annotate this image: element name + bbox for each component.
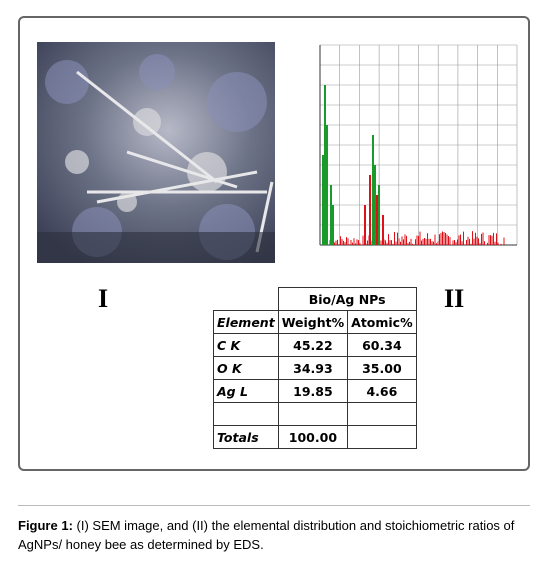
value-cell: 35.00: [347, 356, 417, 380]
caption: Figure 1: (I) SEM image, and (II) the el…: [18, 516, 533, 554]
caption-label: Figure 1:: [18, 518, 73, 533]
value-cell: 34.93: [277, 356, 349, 380]
element-cell: C K: [213, 333, 279, 357]
element-cell: O K: [213, 356, 279, 380]
panel-label: I: [98, 284, 109, 313]
totals-value: 100.00: [277, 425, 349, 449]
value-cell: 45.22: [277, 333, 349, 357]
eds-spectrum: [319, 44, 518, 246]
panel-label: II: [444, 284, 465, 313]
sem-image: [37, 42, 275, 263]
eds-table: Bio/Ag NPs Element Weight% Atomic% C K 45.2…: [213, 287, 417, 449]
column-header: Weight%: [277, 310, 349, 334]
value-cell: 19.85: [277, 379, 349, 403]
group-header: Bio/Ag NPs: [277, 287, 417, 311]
totals-label: Totals: [213, 425, 279, 449]
column-header: Element: [213, 310, 279, 334]
divider: [18, 505, 530, 506]
figure-frame: [18, 16, 530, 471]
caption-text: (I) SEM image, and (II) the elemental di…: [18, 518, 515, 552]
value-cell: 60.34: [347, 333, 417, 357]
value-cell: 4.66: [347, 379, 417, 403]
column-header: Atomic%: [347, 310, 417, 334]
element-cell: Ag L: [213, 379, 279, 403]
